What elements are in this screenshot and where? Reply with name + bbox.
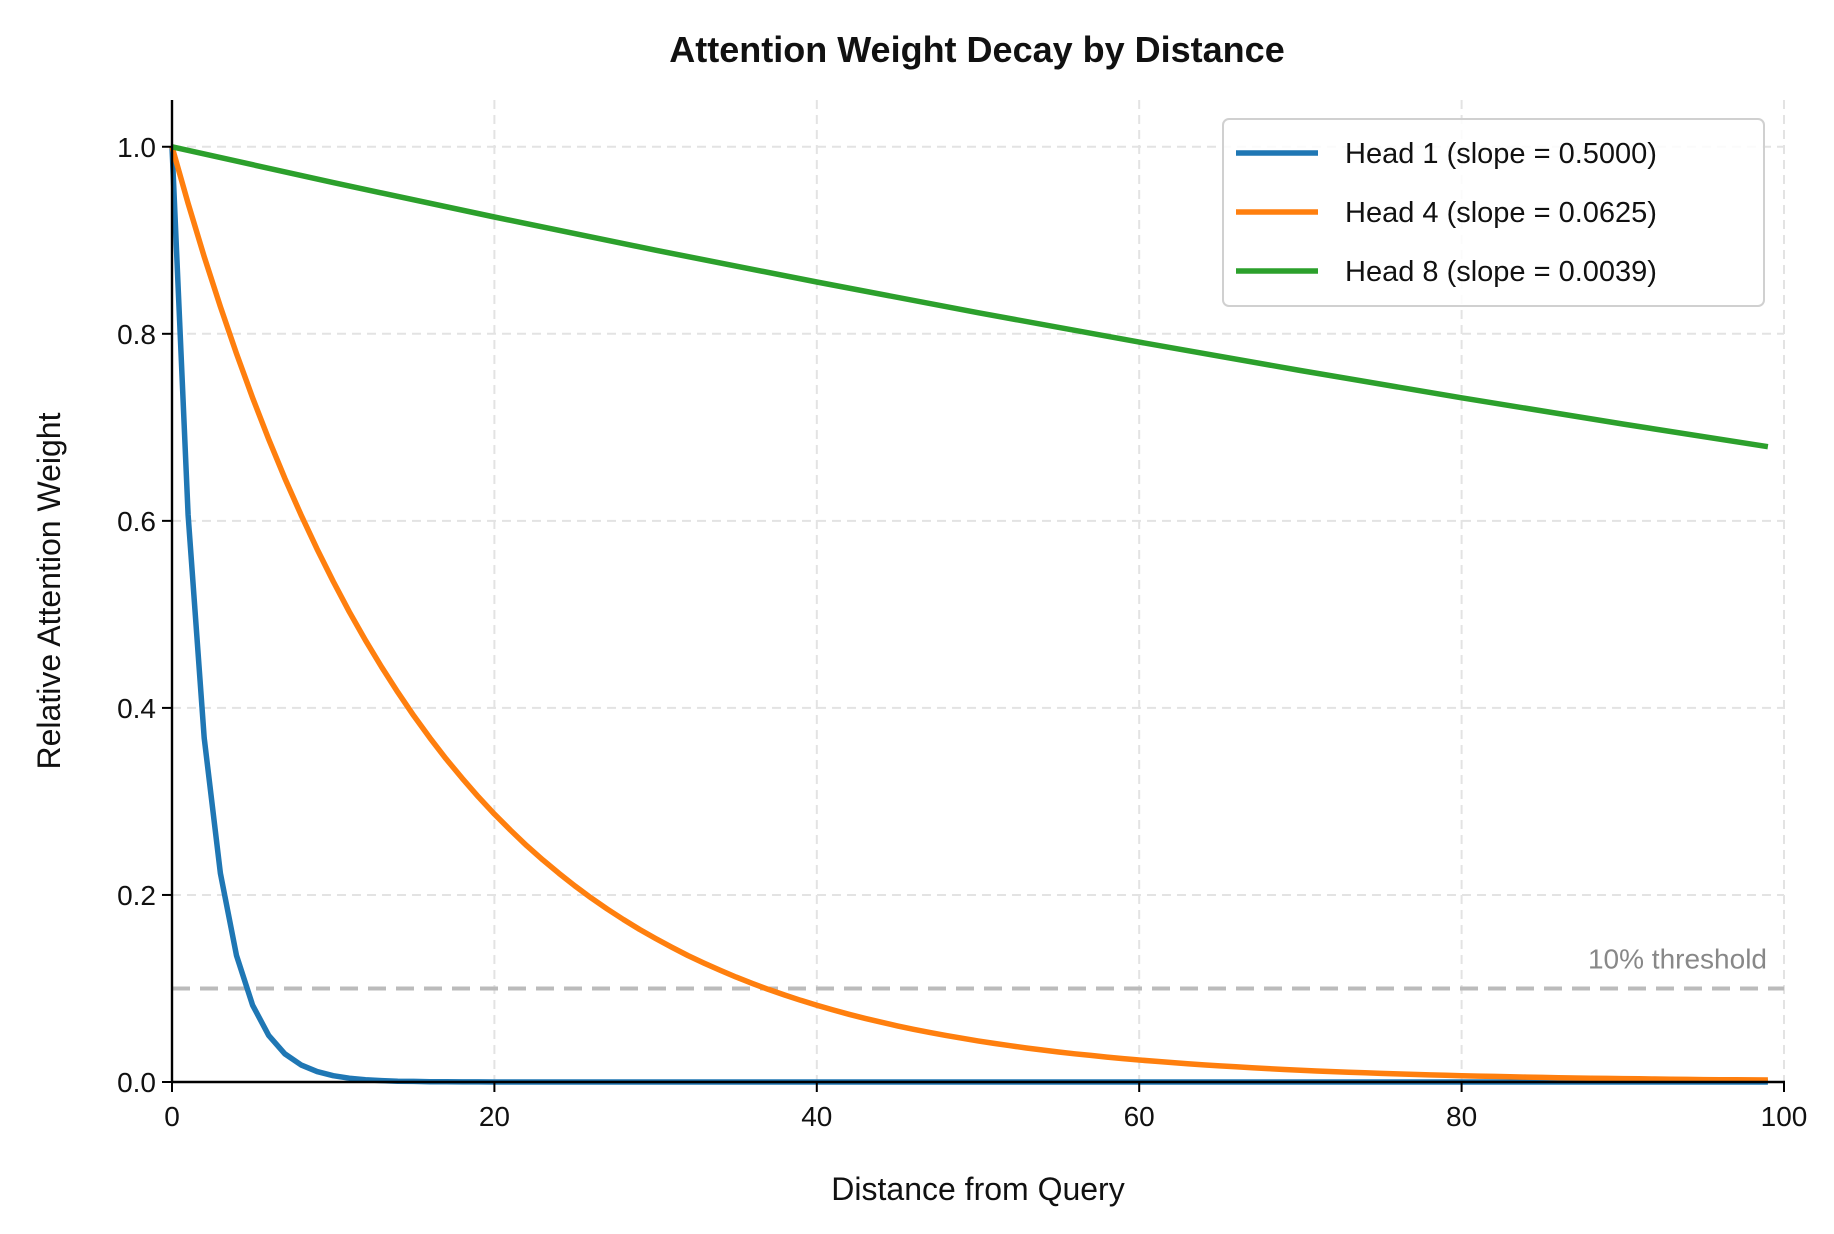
x-tick-label: 40 bbox=[801, 1101, 832, 1132]
legend-label: Head 8 (slope = 0.0039) bbox=[1345, 256, 1657, 288]
x-tick-label: 80 bbox=[1446, 1101, 1477, 1132]
ticks: 0 20 40 60 80 100 0.0 0.2 0.4 0.6 0.8 1.0 bbox=[117, 132, 1807, 1132]
chart-title: Attention Weight Decay by Distance bbox=[669, 29, 1284, 70]
y-tick-label: 0.8 bbox=[117, 319, 156, 350]
x-tick-label: 100 bbox=[1761, 1101, 1808, 1132]
y-tick-label: 1.0 bbox=[117, 132, 156, 163]
x-tick-label: 0 bbox=[164, 1101, 180, 1132]
y-tick-label: 0.0 bbox=[117, 1067, 156, 1098]
threshold-label: 10% threshold bbox=[1588, 943, 1767, 974]
legend: Head 1 (slope = 0.5000) Head 4 (slope = 0… bbox=[1222, 118, 1765, 307]
x-tick-label: 20 bbox=[479, 1101, 510, 1132]
legend-box bbox=[1222, 118, 1765, 307]
legend-label: Head 4 (slope = 0.0625) bbox=[1345, 197, 1657, 229]
threshold-line-group: 10% threshold bbox=[172, 943, 1784, 991]
y-tick-label: 0.4 bbox=[117, 693, 156, 724]
y-axis-label: Relative Attention Weight bbox=[31, 412, 67, 769]
y-tick-label: 0.6 bbox=[117, 506, 156, 537]
series-line-head-4 bbox=[169, 146, 1768, 1083]
series-line-head-8 bbox=[171, 144, 1769, 450]
x-axis-label: Distance from Query bbox=[831, 1171, 1124, 1207]
legend-label: Head 1 (slope = 0.5000) bbox=[1345, 138, 1657, 170]
y-tick-label: 0.2 bbox=[117, 880, 156, 911]
x-tick-label: 60 bbox=[1124, 1101, 1155, 1132]
